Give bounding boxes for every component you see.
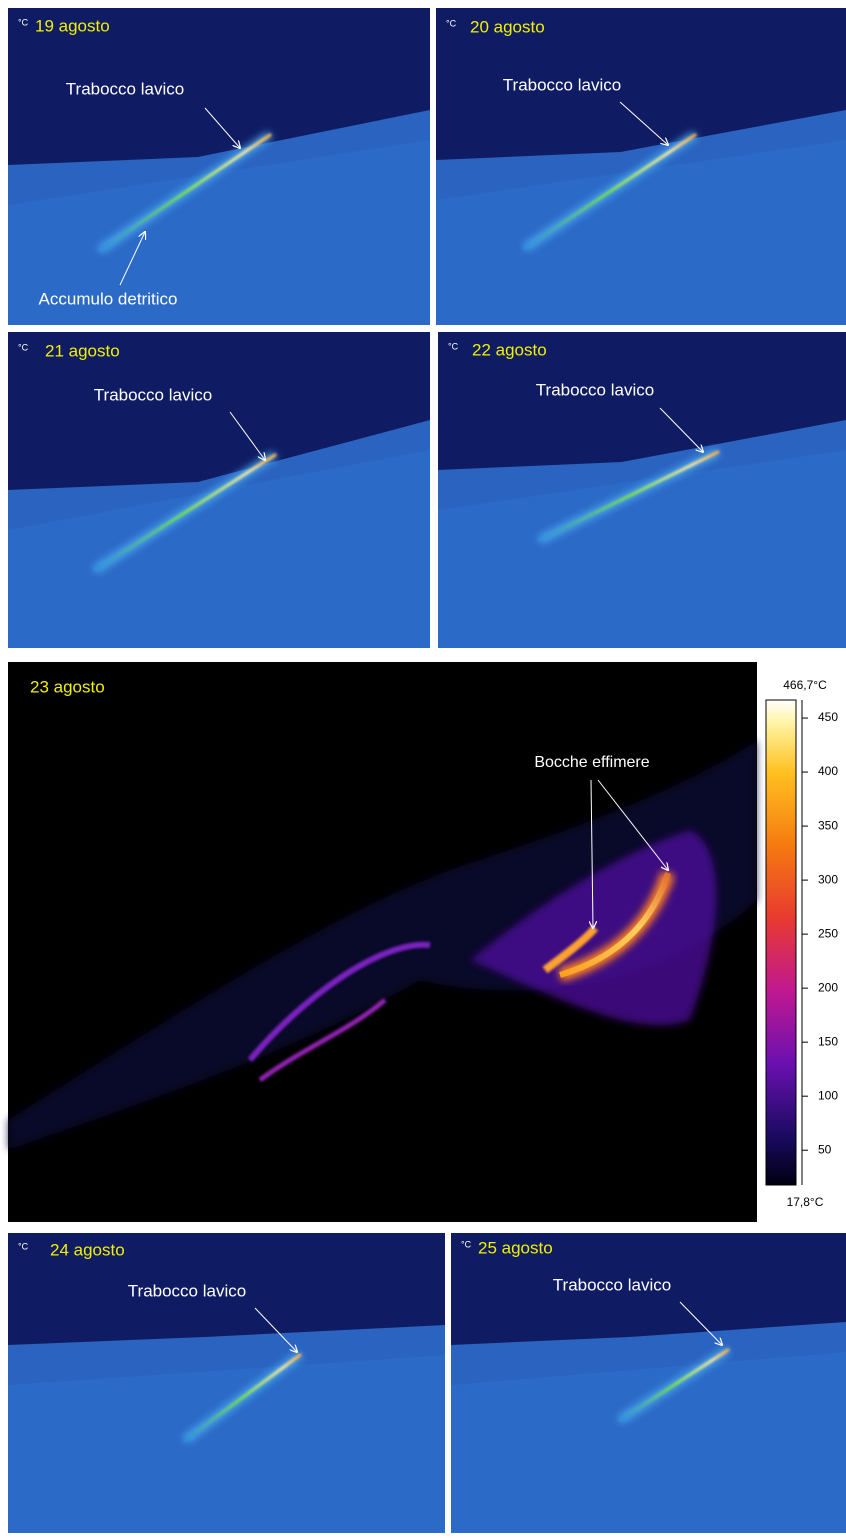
unit-icon: °C xyxy=(448,341,459,351)
panel-date: 25 agosto xyxy=(478,1238,553,1257)
unit-icon: °C xyxy=(446,18,457,28)
annotation: Trabocco lavico xyxy=(553,1275,671,1294)
terrain-shade xyxy=(8,1355,445,1533)
tick-label: 450 xyxy=(818,710,838,724)
panel-date: 21 agosto xyxy=(45,341,120,360)
annotation: Trabocco lavico xyxy=(94,385,212,404)
annotation: Accumulo detritico xyxy=(39,289,178,308)
unit-icon: °C xyxy=(18,1241,29,1251)
panel-date: 22 agosto xyxy=(472,340,547,359)
panel-date: 20 agosto xyxy=(470,17,545,36)
tick-label: 50 xyxy=(818,1142,832,1156)
colorbar xyxy=(766,700,796,1185)
colorbar-max: 466,7°C xyxy=(783,678,827,692)
unit-icon: °C xyxy=(18,17,29,27)
annotation: Trabocco lavico xyxy=(66,79,184,98)
panel-date: 19 agosto xyxy=(35,16,110,35)
panel-date: 24 agosto xyxy=(50,1240,125,1259)
panel-date: 23 agosto xyxy=(30,677,105,696)
colorbar-min: 17,8°C xyxy=(787,1195,824,1209)
annotation: Bocche effimere xyxy=(534,754,649,771)
tick-label: 100 xyxy=(818,1088,838,1102)
tick-label: 250 xyxy=(818,926,838,940)
figure: °C 19 agosto Trabocco lavico Accumulo detri… xyxy=(0,0,846,1533)
annotation: Trabocco lavico xyxy=(536,380,654,399)
annotation: Trabocco lavico xyxy=(503,75,621,94)
unit-icon: °C xyxy=(18,342,29,352)
tick-label: 300 xyxy=(818,872,838,886)
tick-label: 150 xyxy=(818,1034,838,1048)
annotation: Trabocco lavico xyxy=(128,1281,246,1300)
unit-icon: °C xyxy=(461,1239,472,1249)
tick-label: 200 xyxy=(818,980,838,994)
tick-label: 400 xyxy=(818,764,838,778)
tick-label: 350 xyxy=(818,818,838,832)
